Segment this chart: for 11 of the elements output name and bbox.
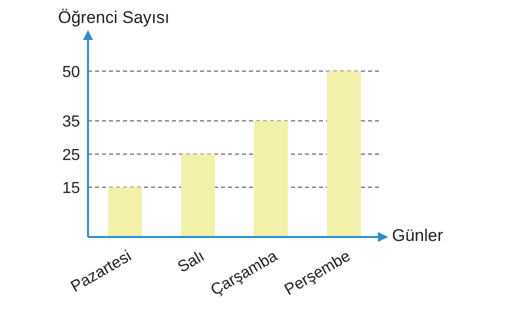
y-tick-label: 50 [62, 64, 80, 81]
y-tick-label: 15 [62, 180, 80, 197]
bar [254, 120, 288, 237]
x-tick-label: Salı [175, 248, 208, 276]
y-axis-title: Öğrenci Sayısı [58, 8, 170, 28]
bar [181, 154, 215, 237]
y-tick-label: 35 [62, 114, 80, 131]
bar [327, 71, 361, 237]
x-axis-title: Günler [392, 226, 444, 246]
y-tick-label: 25 [62, 146, 80, 164]
bar [108, 187, 142, 237]
